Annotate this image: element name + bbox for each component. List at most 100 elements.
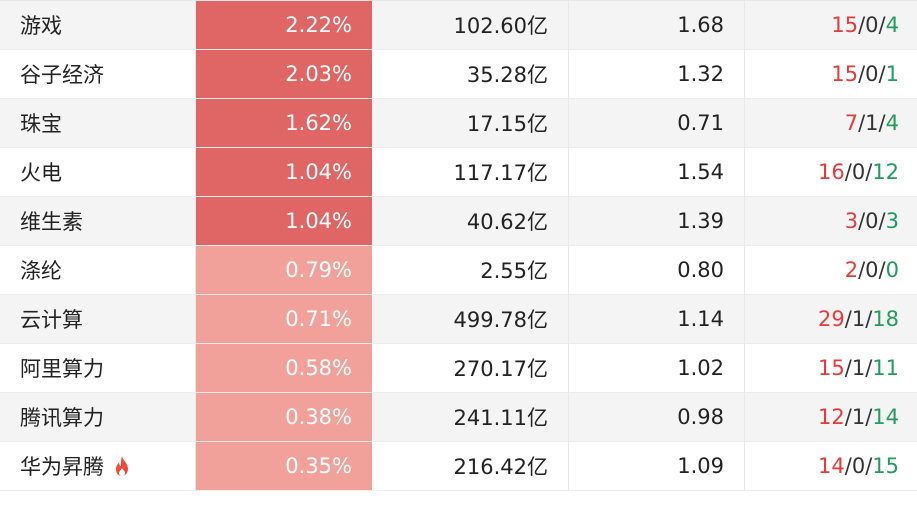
down-count: 18: [872, 307, 899, 331]
turnover-amount: 216.42亿: [453, 455, 548, 479]
separator: /: [858, 258, 866, 282]
up-count: 3: [844, 209, 859, 233]
turnover-amount: 270.17亿: [453, 357, 548, 381]
change-percent-cell: 1.62%: [196, 99, 372, 147]
separator: /: [878, 209, 886, 233]
change-percent-cell: 2.22%: [196, 1, 372, 49]
volume-ratio: 0.80: [677, 258, 724, 282]
volume-ratio-cell: 0.71: [569, 99, 745, 147]
separator: /: [865, 405, 873, 429]
table-row[interactable]: 游戏 2.22% 102.60亿 1.68 15/0/4: [0, 1, 917, 50]
sector-name-cell[interactable]: 华为昇腾: [0, 442, 196, 490]
separator: /: [844, 307, 852, 331]
sector-name: 火电: [20, 161, 62, 185]
table-row[interactable]: 火电 1.04% 117.17亿 1.54 16/0/12: [0, 148, 917, 197]
table-row[interactable]: 谷子经济 2.03% 35.28亿 1.32 15/0/1: [0, 50, 917, 99]
table-row[interactable]: 涤纶 0.79% 2.55亿 0.80 2/0/0: [0, 246, 917, 295]
change-percent-cell: 1.04%: [196, 148, 372, 196]
sector-name-cell[interactable]: 阿里算力: [0, 344, 196, 392]
flat-count: 0: [865, 209, 879, 233]
up-flat-down-cell: 12/1/14: [745, 393, 917, 441]
up-count: 7: [844, 111, 859, 135]
up-flat-down-cell: 16/0/12: [745, 148, 917, 196]
change-percent-cell: 0.71%: [196, 295, 372, 343]
sector-name-cell[interactable]: 火电: [0, 148, 196, 196]
change-percent: 0.35%: [285, 454, 352, 478]
volume-ratio: 1.14: [677, 307, 724, 331]
table-row[interactable]: 阿里算力 0.58% 270.17亿 1.02 15/1/11: [0, 344, 917, 393]
change-percent-cell: 0.35%: [196, 442, 372, 490]
sector-name: 华为昇腾: [20, 455, 104, 479]
flat-count: 0: [851, 454, 866, 478]
separator: /: [844, 405, 852, 429]
down-count: 14: [872, 405, 899, 429]
table-row[interactable]: 华为昇腾 0.35% 216.42亿 1.09 14/0/15: [0, 442, 917, 491]
volume-ratio-cell: 0.98: [569, 393, 745, 441]
volume-ratio: 0.71: [677, 111, 724, 135]
flat-count: 0: [865, 258, 879, 282]
sector-table: 游戏 2.22% 102.60亿 1.68 15/0/4 谷子经济 2.03% 35.28亿 1…: [0, 0, 917, 491]
sector-name-cell[interactable]: 涤纶: [0, 246, 196, 294]
separator: /: [878, 62, 886, 86]
volume-ratio-cell: 1.14: [569, 295, 745, 343]
turnover-amount: 2.55亿: [480, 259, 548, 283]
up-count: 15: [818, 356, 845, 380]
separator: /: [844, 160, 852, 184]
separator: /: [858, 13, 866, 37]
sector-name: 腾讯算力: [20, 406, 104, 430]
flat-count: 1: [851, 307, 866, 331]
volume-ratio-cell: 1.02: [569, 344, 745, 392]
up-count: 16: [818, 160, 845, 184]
flat-count: 1: [851, 405, 866, 429]
sector-name: 阿里算力: [20, 357, 104, 381]
sector-name-cell[interactable]: 维生素: [0, 197, 196, 245]
flat-count: 0: [865, 62, 879, 86]
turnover-cell: 40.62亿: [372, 197, 569, 245]
flat-count: 1: [851, 356, 866, 380]
sector-name-cell[interactable]: 腾讯算力: [0, 393, 196, 441]
sector-name-cell[interactable]: 珠宝: [0, 99, 196, 147]
down-count: 0: [885, 258, 899, 282]
separator: /: [858, 209, 866, 233]
up-count: 15: [831, 13, 859, 37]
table-row[interactable]: 维生素 1.04% 40.62亿 1.39 3/0/3: [0, 197, 917, 246]
separator: /: [844, 356, 852, 380]
turnover-amount: 35.28亿: [466, 63, 548, 87]
sector-name-cell[interactable]: 谷子经济: [0, 50, 196, 98]
volume-ratio: 1.09: [677, 454, 724, 478]
volume-ratio: 1.54: [677, 160, 724, 184]
turnover-amount: 40.62亿: [466, 210, 548, 234]
table-row[interactable]: 云计算 0.71% 499.78亿 1.14 29/1/18: [0, 295, 917, 344]
turnover-amount: 102.60亿: [453, 14, 548, 38]
sector-name-cell[interactable]: 云计算: [0, 295, 196, 343]
change-percent: 0.79%: [285, 258, 352, 282]
separator: /: [865, 356, 873, 380]
turnover-amount: 499.78亿: [453, 308, 548, 332]
volume-ratio: 1.68: [677, 13, 724, 37]
table-row[interactable]: 珠宝 1.62% 17.15亿 0.71 7/1/4: [0, 99, 917, 148]
up-flat-down-cell: 29/1/18: [745, 295, 917, 343]
separator: /: [865, 454, 873, 478]
down-count: 11: [872, 356, 899, 380]
change-percent-cell: 2.03%: [196, 50, 372, 98]
flat-count: 0: [851, 160, 866, 184]
table-row[interactable]: 腾讯算力 0.38% 241.11亿 0.98 12/1/14: [0, 393, 917, 442]
change-percent-cell: 0.79%: [196, 246, 372, 294]
volume-ratio: 0.98: [677, 405, 724, 429]
separator: /: [858, 62, 866, 86]
volume-ratio: 1.32: [677, 62, 724, 86]
turnover-amount: 117.17亿: [453, 161, 548, 185]
up-count: 15: [831, 62, 859, 86]
up-flat-down-cell: 7/1/4: [745, 99, 917, 147]
change-percent: 1.04%: [285, 160, 352, 184]
sector-name-cell[interactable]: 游戏: [0, 1, 196, 49]
change-percent-cell: 0.58%: [196, 344, 372, 392]
change-percent: 0.58%: [285, 356, 352, 380]
change-percent: 2.22%: [285, 13, 352, 37]
volume-ratio-cell: 0.80: [569, 246, 745, 294]
up-flat-down-cell: 15/0/1: [745, 50, 917, 98]
turnover-cell: 2.55亿: [372, 246, 569, 294]
sector-name: 云计算: [20, 308, 83, 332]
turnover-cell: 17.15亿: [372, 99, 569, 147]
flat-count: 1: [865, 111, 879, 135]
